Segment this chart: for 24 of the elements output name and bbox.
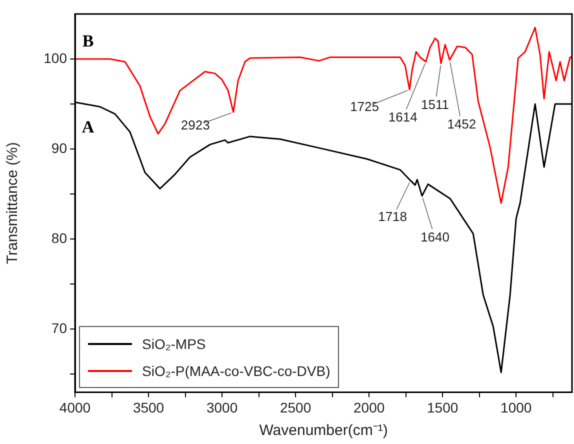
legend-label: SiO₂-MPS: [142, 336, 206, 352]
annotation: 1452: [447, 116, 476, 132]
annotation: 1718: [378, 209, 408, 224]
annotation: A: [82, 117, 95, 136]
annotation: 1511: [421, 97, 449, 112]
annotation: 1614: [388, 109, 418, 124]
y-tick-label: 90: [51, 140, 68, 156]
y-tick-label: 70: [51, 320, 68, 336]
x-tick-label: 1500: [427, 399, 458, 416]
y-tick-label: 80: [51, 230, 68, 246]
x-tick-label: 3000: [206, 399, 238, 416]
x-tick-label: 3500: [132, 399, 164, 416]
x-tick-label: 1000: [500, 399, 532, 416]
y-tick-label: 100: [44, 50, 68, 66]
annotation: 2923: [180, 118, 210, 133]
annotation: 1640: [420, 229, 450, 244]
legend-label: SiO₂-P(MAA-co-VBC-co-DVB): [142, 362, 330, 379]
x-tick-label: 2000: [354, 399, 385, 416]
x-tick-label: 2500: [280, 399, 312, 416]
x-axis-title: Wavenumber(cm⁻¹): [259, 422, 388, 440]
annotation: B: [82, 31, 94, 50]
annotation: 1725: [350, 99, 379, 114]
y-axis-title: Transmittance (%): [4, 142, 22, 264]
x-tick-label: 4000: [59, 399, 91, 416]
